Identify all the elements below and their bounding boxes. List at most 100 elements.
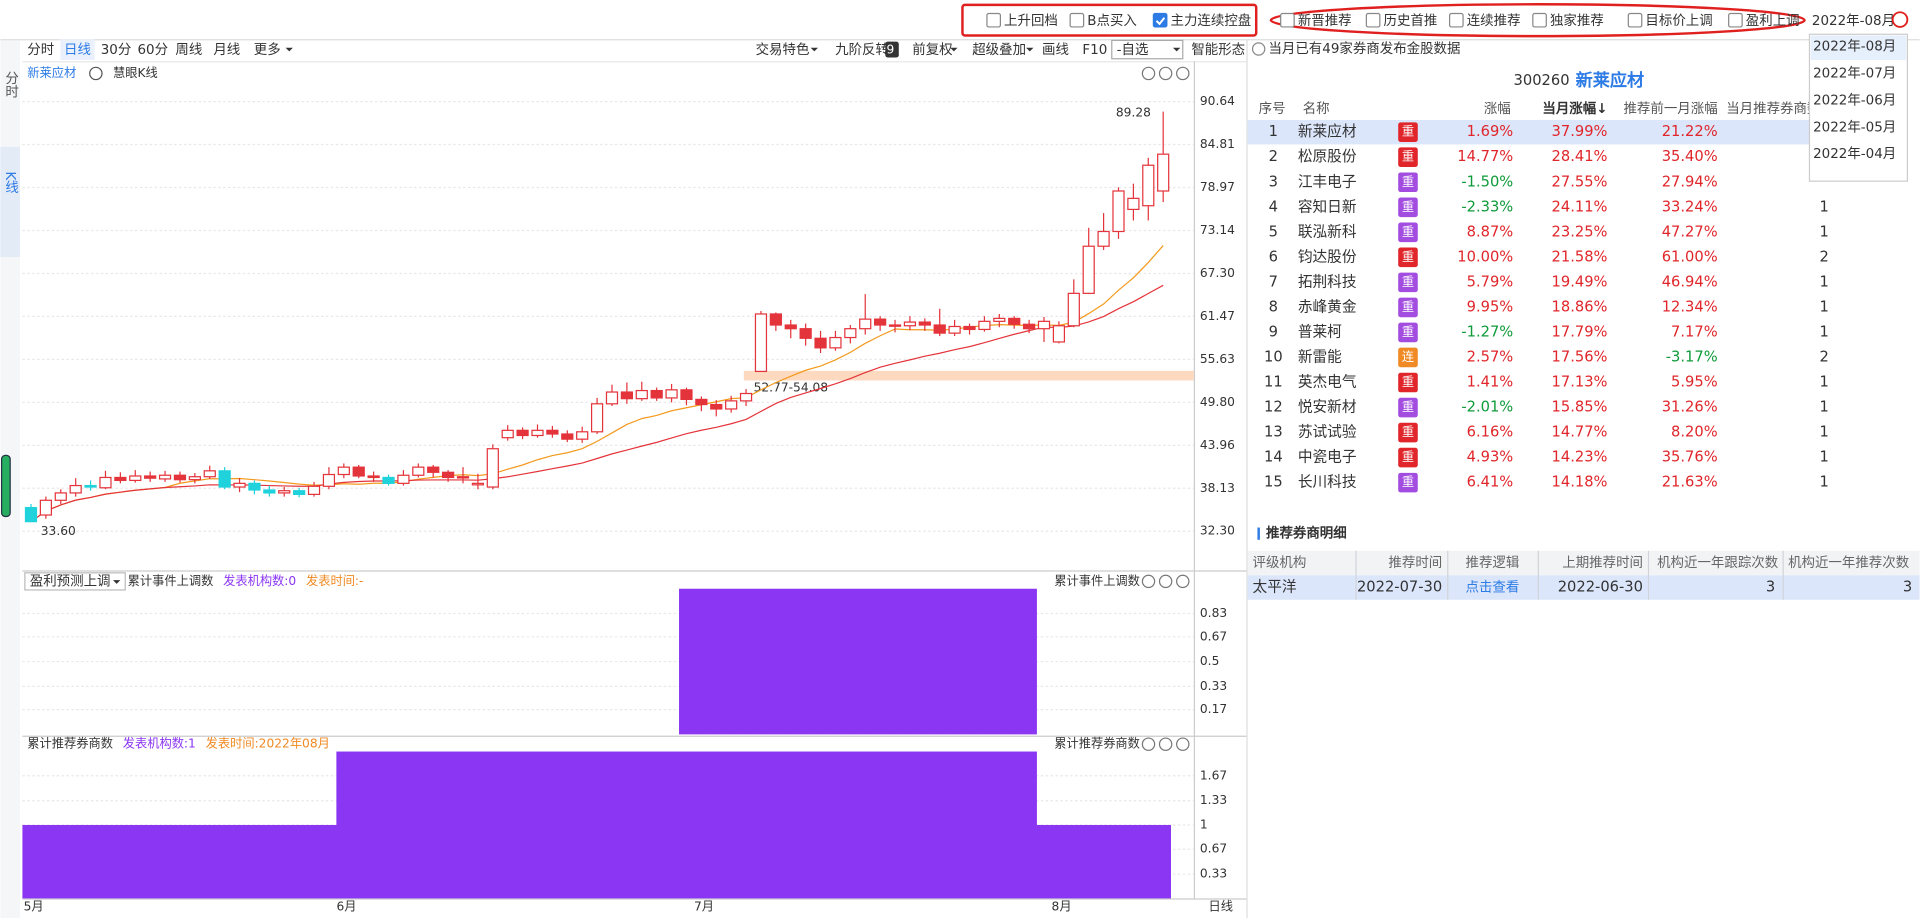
side-tab[interactable]: 分时: [2, 71, 19, 98]
stock-name[interactable]: 联泓新科: [1298, 223, 1357, 240]
filter-label[interactable]: 目标价上调: [1645, 13, 1712, 29]
candle-body: [1097, 230, 1110, 247]
stock-name[interactable]: 拓荆科技: [1298, 273, 1357, 290]
period-tab[interactable]: 30分: [101, 42, 132, 58]
month-change: 14.23%: [1552, 449, 1608, 466]
dropdown-option[interactable]: 2022年-06月: [1813, 92, 1896, 108]
detail-header: 推荐逻辑: [1466, 555, 1520, 571]
panel-icon[interactable]: [1158, 66, 1173, 81]
broker-count: 1: [1819, 298, 1828, 315]
panel-icon[interactable]: [1176, 66, 1190, 81]
stock-name: 新莱应材: [1576, 70, 1645, 91]
period-tab[interactable]: 日线: [64, 42, 91, 58]
detail-header: 评级机构: [1253, 555, 1307, 571]
legend-item[interactable]: 慧眼K线: [113, 65, 158, 80]
prev-change: 7.17%: [1671, 323, 1718, 340]
panel-icon[interactable]: [1141, 574, 1156, 589]
chart-tool[interactable]: 画线: [1042, 42, 1069, 58]
bar: [887, 588, 903, 735]
chart-tool[interactable]: 9: [887, 43, 895, 57]
filter-label[interactable]: 上升回档: [1004, 13, 1058, 29]
panel-icon[interactable]: [1158, 737, 1173, 751]
checkbox[interactable]: [1365, 12, 1381, 28]
stock-name[interactable]: 中瓷电子: [1298, 449, 1357, 466]
stock-name[interactable]: 容知日新: [1298, 198, 1357, 215]
checkbox[interactable]: [1728, 12, 1743, 28]
table-header[interactable]: 推荐前一月涨幅: [1623, 100, 1717, 117]
checkbox[interactable]: [1532, 12, 1547, 28]
filter-label[interactable]: 连续推荐: [1467, 13, 1521, 29]
bar: [738, 588, 754, 735]
checkbox[interactable]: [1448, 12, 1464, 28]
stock-name[interactable]: 普莱柯: [1298, 323, 1342, 340]
filter-label[interactable]: 历史首推: [1384, 13, 1438, 29]
side-tab[interactable]: K线: [2, 171, 19, 194]
date-arrow[interactable]: [1891, 11, 1909, 28]
checkbox[interactable]: [986, 12, 1002, 28]
chart-tool[interactable]: 九阶反转: [835, 42, 889, 58]
table-header: 序号: [1259, 101, 1286, 117]
stock-name[interactable]: 赤峰黄金: [1298, 298, 1357, 315]
dropdown-option[interactable]: 2022年-07月: [1813, 65, 1896, 81]
stock-name[interactable]: 长川科技: [1298, 474, 1357, 491]
table-header[interactable]: 涨幅: [1484, 101, 1511, 117]
stock-name[interactable]: 新莱应材: [1298, 122, 1357, 140]
dropdown-arrow: [950, 47, 958, 52]
chart-tool[interactable]: F10: [1082, 43, 1107, 58]
checkbox[interactable]: [1069, 12, 1085, 28]
stock-name[interactable]: 悦安新材: [1298, 399, 1357, 416]
row-highlight: [1247, 119, 1810, 145]
panel-icon[interactable]: [1176, 574, 1190, 589]
filter-label[interactable]: 主力连续控盘: [1171, 12, 1252, 29]
candle-body: [1067, 292, 1080, 327]
checkbox[interactable]: [1627, 12, 1643, 28]
bar: [827, 588, 844, 735]
highlight-ellipse: [1269, 3, 1806, 38]
legend-item[interactable]: 新莱应材: [27, 65, 76, 80]
filter-label[interactable]: 新晋推荐: [1298, 13, 1352, 29]
stock-name[interactable]: 苏试试验: [1298, 424, 1357, 441]
period-tab[interactable]: 分时: [27, 42, 54, 58]
panel-icon[interactable]: [1176, 737, 1190, 751]
candle-body: [888, 324, 902, 327]
period-tab[interactable]: 60分: [137, 42, 168, 58]
table-header[interactable]: 当月推荐券商数: [1726, 101, 1821, 117]
panel-selector[interactable]: 盈利预测上调: [30, 573, 111, 589]
period-tab[interactable]: 更多: [254, 41, 281, 58]
help-icon[interactable]: [1251, 42, 1266, 56]
stock-name[interactable]: 英杰电气: [1298, 373, 1357, 391]
y-tick-label: 84.81: [1200, 137, 1235, 151]
chart-tool[interactable]: 交易特色: [756, 41, 810, 58]
dropdown-option[interactable]: 2022年-04月: [1813, 146, 1896, 162]
filter-label[interactable]: 独家推荐: [1550, 12, 1604, 29]
checkbox[interactable]: [1152, 12, 1168, 28]
chart-tool[interactable]: 智能形态: [1191, 42, 1245, 58]
panel-icon[interactable]: [1141, 66, 1156, 81]
filter-label[interactable]: 盈利上调: [1746, 13, 1800, 29]
stock-name[interactable]: 江丰电子: [1298, 173, 1357, 190]
checkbox[interactable]: [1280, 12, 1295, 28]
dropdown-option[interactable]: 2022年-05月: [1813, 119, 1896, 135]
detail-cell[interactable]: 点击查看: [1466, 580, 1520, 596]
selector-box[interactable]: [24, 572, 126, 591]
dropdown-option[interactable]: 2022年-08月: [1813, 39, 1896, 55]
period-tab[interactable]: 月线: [213, 42, 240, 58]
chart-tool[interactable]: 前复权: [912, 41, 953, 58]
stock-name[interactable]: 钧达股份: [1298, 248, 1357, 265]
date-select[interactable]: 2022年-08月: [1812, 13, 1895, 29]
period-tab[interactable]: 周线: [175, 42, 202, 58]
panel-icon[interactable]: [1158, 574, 1173, 589]
filter-label[interactable]: B点买入: [1087, 13, 1137, 29]
bar: [217, 824, 233, 899]
candle-body: [218, 470, 231, 488]
candle-body: [337, 466, 350, 476]
table-header[interactable]: 当月涨幅↓: [1542, 100, 1607, 117]
stock-name[interactable]: 新雷能: [1298, 348, 1342, 365]
chart-tool[interactable]: -自选: [1117, 42, 1149, 58]
panel-icon[interactable]: [1141, 737, 1156, 751]
chart-tool[interactable]: 超级叠加: [972, 42, 1026, 58]
y-tick-label: 55.63: [1200, 352, 1235, 366]
stock-name[interactable]: 松原股份: [1298, 148, 1357, 165]
bar: [98, 824, 114, 899]
legend-toggle[interactable]: [89, 66, 103, 81]
